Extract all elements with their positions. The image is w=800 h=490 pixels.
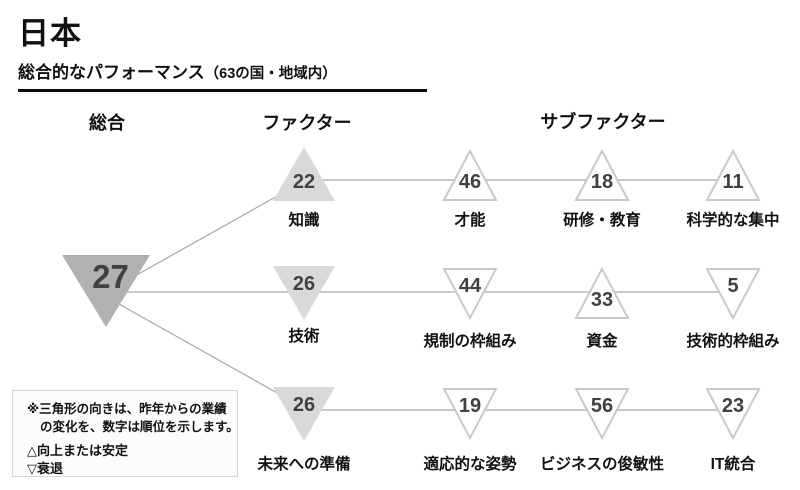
- factor-node-future-readiness: 26: [272, 386, 336, 442]
- subfactor-node-adaptive-attitudes: 19: [442, 387, 498, 440]
- subfactor-node-regulatory-framework: 44: [442, 267, 498, 320]
- subfactor-node-it-integration: 23: [705, 387, 761, 440]
- factor-label-technology: 技術: [288, 328, 320, 345]
- column-header-overall: 総合: [89, 113, 125, 133]
- rank-value: 27: [92, 258, 129, 295]
- overall-rank-node: 27: [61, 254, 151, 328]
- triangle-up-icon: [574, 149, 630, 201]
- triangle-down-icon: [62, 255, 150, 327]
- subfactor-node-training-education: 18: [574, 149, 630, 202]
- subfactor-label-it-integration: IT統合: [710, 456, 756, 473]
- triangle-up-icon: [574, 267, 630, 319]
- subfactor-node-technological-framework: 5: [705, 267, 761, 320]
- rank-value: 5: [727, 275, 739, 297]
- rank-value: 11: [722, 171, 744, 193]
- legend-note-line1: ※三角形の向きは、昨年からの業績: [27, 402, 227, 416]
- subfactor-label-training-education: 研修・教育: [563, 212, 641, 229]
- legend-note-box: ※三角形の向きは、昨年からの業績 の変化を、数字は順位を示します。 △向上または…: [12, 390, 239, 477]
- subfactor-label-adaptive-attitudes: 適応的な姿勢: [423, 456, 517, 473]
- triangle-down-icon: [273, 387, 335, 441]
- rank-value: 26: [292, 273, 316, 295]
- subfactor-label-business-agility: ビジネスの俊敏性: [539, 456, 665, 473]
- subfactor-node-business-agility: 56: [574, 387, 630, 440]
- triangle-down-icon: [442, 388, 498, 440]
- subtitle-text: 総合的なパフォーマンス: [18, 63, 205, 82]
- subfactor-label-scientific-concentration: 科学的な集中: [686, 212, 780, 229]
- triangle-down-icon: [574, 388, 630, 440]
- factor-node-knowledge: 22: [272, 146, 336, 202]
- triangle-down-icon: [273, 266, 335, 320]
- factor-label-future-readiness: 未来への準備: [257, 456, 351, 473]
- triangle-up-icon: [442, 149, 498, 201]
- subtitle-scope: （63の国・地域内）: [204, 66, 337, 82]
- subfactor-node-talent: 46: [442, 149, 498, 202]
- column-header-subfactor: サブファクター: [540, 112, 666, 132]
- factor-label-knowledge: 知識: [288, 212, 320, 229]
- triangle-up-icon: [273, 147, 335, 201]
- subfactor-label-talent: 才能: [454, 212, 486, 229]
- rank-value: 18: [590, 171, 614, 193]
- triangle-down-icon: [705, 388, 761, 440]
- triangle-down-icon: [705, 268, 761, 320]
- page-title: 日本: [18, 16, 82, 51]
- subfactor-label-regulatory-framework: 規制の枠組み: [423, 333, 517, 350]
- rank-value: 26: [292, 394, 316, 416]
- triangle-up-icon: [705, 149, 761, 201]
- rank-value: 19: [458, 395, 482, 417]
- rank-value: 56: [590, 395, 614, 417]
- rank-value: 33: [590, 289, 614, 311]
- subfactor-node-scientific-concentration: 11: [705, 149, 761, 202]
- subfactor-label-capital: 資金: [586, 333, 618, 350]
- legend-note-line2: の変化を、数字は順位を示します。: [40, 420, 239, 435]
- subtitle: 総合的なパフォーマンス（63の国・地域内）: [18, 58, 427, 92]
- column-header-factor: ファクター: [262, 113, 352, 133]
- subfactor-label-technological-framework: 技術的枠組み: [686, 333, 780, 350]
- subfactor-node-capital: 33: [574, 267, 630, 320]
- triangle-down-icon: [442, 268, 498, 320]
- legend-improve: △向上または安定: [27, 443, 128, 459]
- rank-value: 44: [458, 275, 482, 297]
- rank-value: 23: [721, 395, 745, 417]
- legend-decline: ▽衰退: [27, 461, 63, 477]
- rank-value: 22: [292, 171, 316, 193]
- factor-node-technology: 26: [272, 265, 336, 321]
- rank-value: 46: [458, 171, 482, 193]
